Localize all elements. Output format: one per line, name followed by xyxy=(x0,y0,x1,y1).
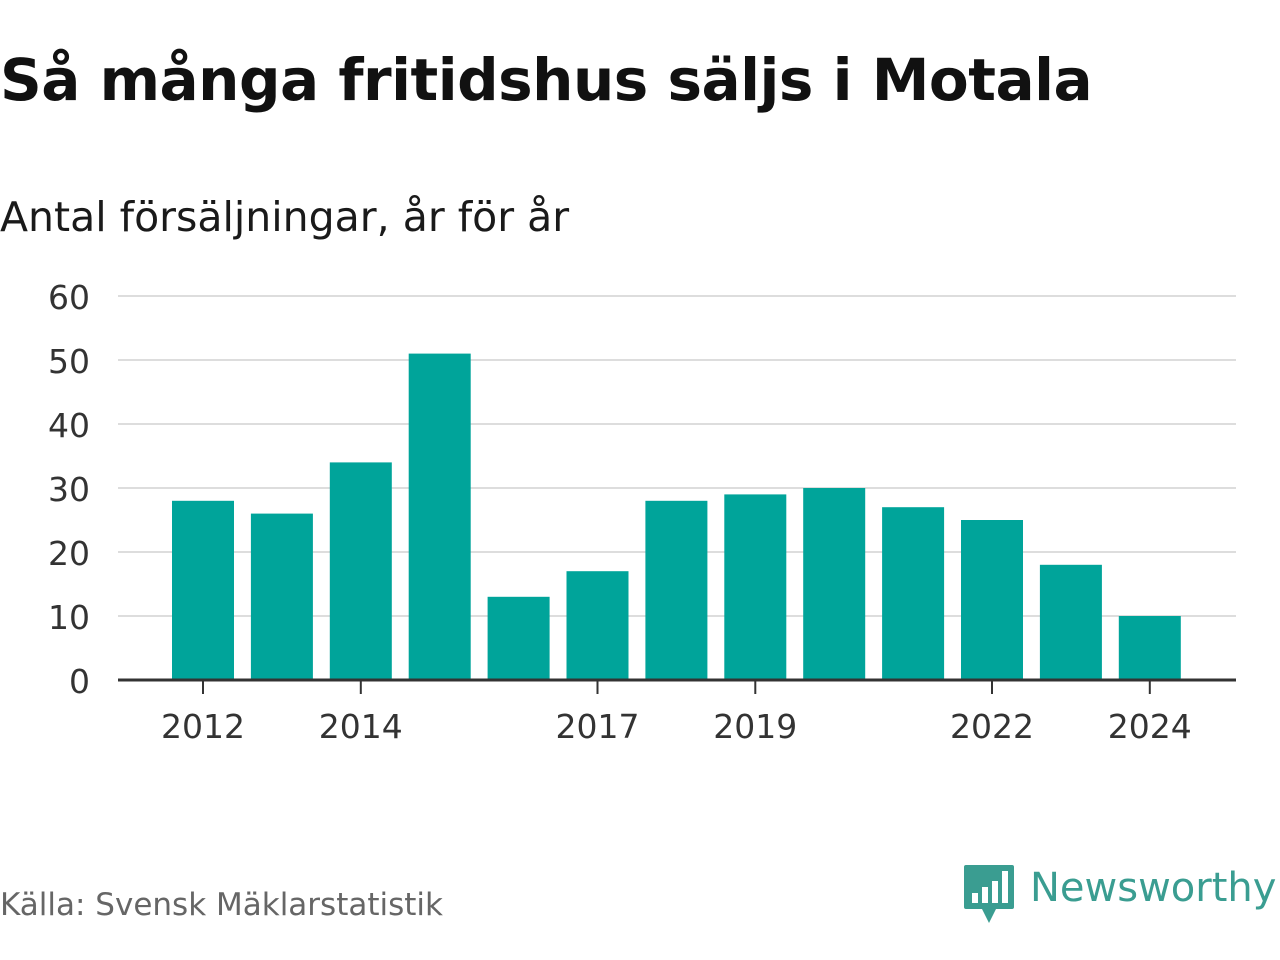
bar-2019 xyxy=(724,494,787,680)
bar-2013 xyxy=(250,513,313,680)
x-tick-label: 2017 xyxy=(556,707,640,746)
bar-2021 xyxy=(882,507,945,680)
bar-chart: 0 10 20 30 40 50 60 2012 2014 2017 2019 2022 2024 xyxy=(48,278,1236,746)
bars xyxy=(172,353,1181,680)
bar-2017 xyxy=(566,571,629,680)
bar-2018 xyxy=(645,500,708,680)
bar-2023 xyxy=(1039,564,1102,680)
y-axis-ticks: 0 10 20 30 40 50 60 xyxy=(48,278,90,701)
bar-2020 xyxy=(803,488,866,680)
x-tick-label: 2012 xyxy=(161,707,245,746)
brand-logo: Newsworthy xyxy=(962,862,1276,928)
source-note: Källa: Svensk Mäklarstatistik xyxy=(0,887,443,923)
chart-title: Så många fritidshus säljs i Motala xyxy=(0,46,1093,114)
bar-2014 xyxy=(329,462,392,680)
y-tick-label: 10 xyxy=(48,598,90,637)
x-tick-label: 2024 xyxy=(1108,707,1192,746)
y-tick-label: 50 xyxy=(48,342,90,381)
bar-2024 xyxy=(1118,616,1181,680)
bar-2015 xyxy=(408,353,471,680)
y-tick-label: 60 xyxy=(48,278,90,317)
x-axis-ticks: 2012 2014 2017 2019 2022 2024 xyxy=(161,680,1192,746)
chart-subtitle: Antal försäljningar, år för år xyxy=(0,193,570,241)
y-tick-label: 40 xyxy=(48,406,90,445)
brand-name: Newsworthy xyxy=(1030,865,1277,911)
y-tick-label: 20 xyxy=(48,534,90,573)
bar-2016 xyxy=(487,596,550,680)
y-tick-label: 0 xyxy=(69,662,90,701)
bar-2012 xyxy=(172,500,234,680)
x-tick-label: 2014 xyxy=(319,707,403,746)
newsworthy-bar-chart-icon xyxy=(964,865,1014,923)
x-tick-label: 2019 xyxy=(713,707,797,746)
x-tick-label: 2022 xyxy=(950,707,1034,746)
bar-2022 xyxy=(961,520,1023,680)
y-tick-label: 30 xyxy=(48,470,90,509)
